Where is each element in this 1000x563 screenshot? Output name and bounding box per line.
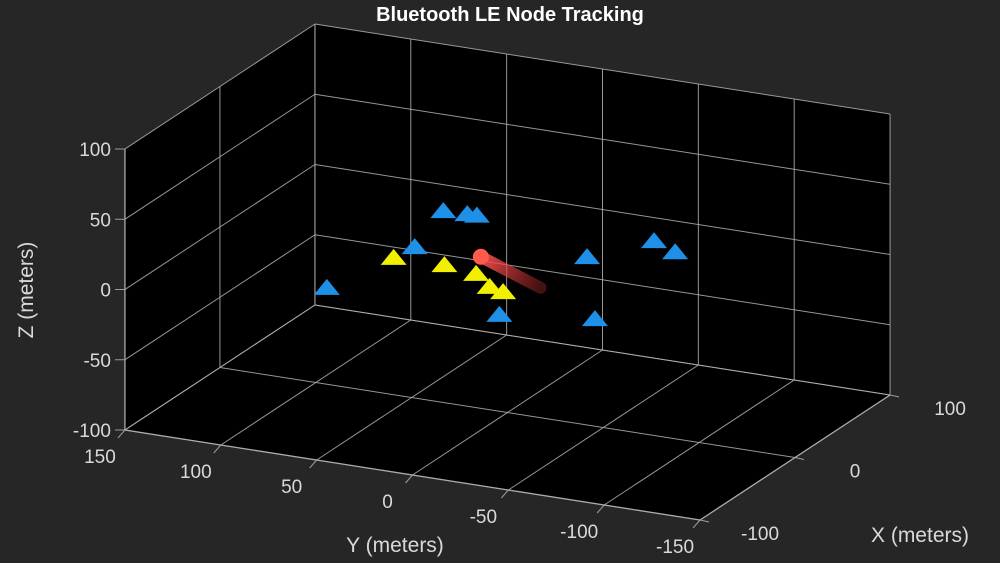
grid-line-z xyxy=(124,304,316,431)
x-tick-label: 0 xyxy=(850,462,861,483)
x-tick xyxy=(699,519,710,523)
triangle-marker xyxy=(662,243,689,260)
triangle-marker xyxy=(401,238,428,255)
triangle-marker xyxy=(574,248,601,265)
grid-line-x xyxy=(219,367,796,458)
grid-line-z xyxy=(124,23,316,150)
z-tick-label: 100 xyxy=(79,140,111,161)
x-axis-label: X (meters) xyxy=(871,524,969,547)
y-tick xyxy=(117,429,126,439)
track-trail xyxy=(474,250,547,294)
y-tick-label: 150 xyxy=(84,447,116,468)
y-tick xyxy=(596,504,605,514)
triangle-marker xyxy=(463,264,490,281)
x-tick-label: 100 xyxy=(934,399,966,420)
y-tick xyxy=(213,444,222,454)
y-tick-label: -50 xyxy=(470,507,497,528)
triangle-marker xyxy=(486,305,513,322)
y-tick xyxy=(500,489,509,499)
triangle-marker xyxy=(490,283,517,300)
triangle-marker xyxy=(476,277,503,294)
grid-line-z xyxy=(314,164,891,255)
triangle-marker xyxy=(380,248,407,265)
triangle-marker xyxy=(430,202,457,219)
y-axis-label: Y (meters) xyxy=(346,534,444,557)
y-tick-label: -100 xyxy=(560,522,598,543)
chart-title: Bluetooth LE Node Tracking xyxy=(376,4,644,26)
z-tick-label: 50 xyxy=(90,210,111,231)
x-tick-label: -100 xyxy=(741,524,779,545)
y-tick-label: -150 xyxy=(656,537,694,558)
y-tick xyxy=(692,519,701,529)
grid-line-z xyxy=(124,234,316,361)
track-head xyxy=(472,248,489,265)
z-tick-label: 0 xyxy=(100,281,111,302)
y-tick-label: 0 xyxy=(382,492,393,513)
grid-line-z xyxy=(314,304,891,396)
z-tick-label: -100 xyxy=(73,421,111,442)
triangle-marker xyxy=(581,310,608,327)
grid-line-z xyxy=(124,164,316,290)
y-tick xyxy=(405,474,413,484)
x-tick xyxy=(889,394,900,398)
triangle-marker xyxy=(431,256,458,273)
grid-line-z xyxy=(314,23,891,115)
z-tick-label: -50 xyxy=(83,351,110,372)
grid-line-z xyxy=(314,93,891,185)
triangle-marker xyxy=(463,206,490,223)
triangle-marker xyxy=(313,278,340,295)
y-tick xyxy=(309,459,318,469)
y-tick-label: 100 xyxy=(180,462,212,483)
triangle-marker xyxy=(641,232,668,249)
z-axis-label: Z (meters) xyxy=(15,242,38,339)
grid-line-z xyxy=(124,93,316,220)
y-tick-label: 50 xyxy=(281,477,302,498)
x-tick xyxy=(794,457,805,460)
